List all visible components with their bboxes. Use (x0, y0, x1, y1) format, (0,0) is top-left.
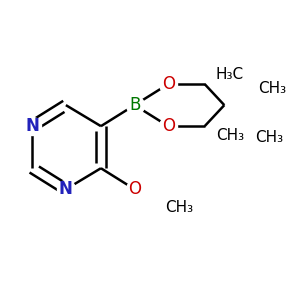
Text: N: N (59, 180, 73, 198)
Text: CH₃: CH₃ (216, 128, 244, 143)
Text: CH₃: CH₃ (165, 200, 194, 215)
Text: CH₃: CH₃ (255, 130, 283, 145)
Text: O: O (162, 117, 175, 135)
Text: B: B (129, 96, 140, 114)
Text: H₃C: H₃C (216, 67, 244, 82)
Text: CH₃: CH₃ (258, 81, 286, 96)
Text: O: O (128, 180, 141, 198)
Text: N: N (25, 117, 39, 135)
Text: O: O (162, 75, 175, 93)
